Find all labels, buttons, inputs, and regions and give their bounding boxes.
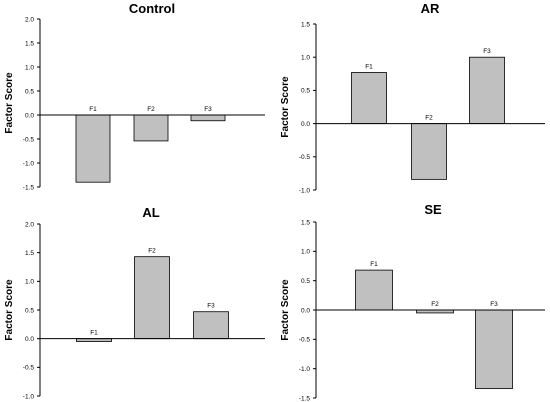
chart-4-y-tick-label: 0.0 xyxy=(301,307,310,314)
chart-1-bar xyxy=(190,114,226,122)
chart-4-bar xyxy=(355,269,393,311)
chart-4-y-tick-label: 0.5 xyxy=(301,278,310,285)
chart-2-y-axis-label: Factor Score xyxy=(280,76,291,138)
chart-3-y-tick-label: 0.5 xyxy=(25,307,34,314)
chart-2: AR Factor Score 1.5 1.0 0.5 0.0 -0.5 -1.0 F1 F2 F3 xyxy=(280,1,545,194)
chart-4-y-tick-label: 1.0 xyxy=(301,249,310,256)
chart-1-bar-label: F2 xyxy=(147,106,155,113)
chart-1: Control Factor Score 2.0 1.5 1.0 0.5 0.0 -0.5 -1… xyxy=(4,1,265,191)
chart-3-bar xyxy=(193,311,229,340)
chart-2-bar xyxy=(351,72,387,124)
chart-4-bar-label: F3 xyxy=(490,301,498,308)
chart-2-bar xyxy=(411,123,447,180)
chart-3-title: AL xyxy=(142,205,159,220)
chart-2-y-tick-label: 0.5 xyxy=(301,88,310,95)
chart-2-title: AR xyxy=(421,1,440,16)
chart-4-y-tick-label: -1.0 xyxy=(299,366,311,373)
chart-4-y-axis-label: Factor Score xyxy=(280,279,291,341)
chart-1-y-tick-label: 1.0 xyxy=(25,64,34,71)
chart-1-bar xyxy=(133,114,169,142)
chart-4-bar-label: F2 xyxy=(431,301,439,308)
chart-3: AL Factor Score 2.0 1.5 1.0 0.5 0.0 -0.5 -1.0 F1 F… xyxy=(4,205,265,400)
chart-1-bar-label: F3 xyxy=(204,106,212,113)
chart-3-y-tick-label: 1.0 xyxy=(25,279,34,286)
chart-2-y-tick-label: -1.0 xyxy=(299,187,311,194)
chart-3-bar xyxy=(134,256,170,340)
chart-3-bar-label: F3 xyxy=(207,303,215,310)
chart-1-y-tick-label: -1.5 xyxy=(23,184,35,191)
chart-4-bar xyxy=(475,309,513,390)
chart-1-y-tick-label: 1.5 xyxy=(25,40,34,47)
chart-2-bar xyxy=(469,56,505,125)
chart-3-bar-label: F2 xyxy=(148,248,156,255)
chart-1-y-tick-label: 2.0 xyxy=(25,16,34,23)
chart-3-y-tick-label: 1.5 xyxy=(25,250,34,257)
chart-3-y-tick-label: -1.0 xyxy=(23,393,35,400)
chart-1-title: Control xyxy=(129,1,175,16)
chart-3-y-tick-label: -0.5 xyxy=(23,365,35,372)
chart-1-y-tick-label: 0.0 xyxy=(25,112,34,119)
chart-1-y-tick-label: -0.5 xyxy=(23,136,35,143)
chart-4-y-tick-label: -1.5 xyxy=(299,395,311,402)
chart-3-bar-label: F1 xyxy=(90,330,98,337)
chart-3-y-tick-label: 0.0 xyxy=(25,336,34,343)
chart-1-bar-label: F1 xyxy=(89,106,97,113)
chart-2-y-tick-label: -0.5 xyxy=(299,154,311,161)
chart-1-bar xyxy=(75,114,111,183)
chart-2-bar-label: F2 xyxy=(425,115,433,122)
chart-2-y-tick-label: 1.0 xyxy=(301,55,310,62)
chart-1-y-tick-label: -1.0 xyxy=(23,160,35,167)
chart-1-y-tick-label: 0.5 xyxy=(25,88,34,95)
chart-2-bar-label: F1 xyxy=(365,63,373,70)
chart-4-bar-label: F1 xyxy=(370,261,378,268)
chart-4-y-tick-label: -0.5 xyxy=(299,337,311,344)
chart-4: SE Factor Score 1.5 1.0 0.5 0.0 -0.5 -1.0 -1.5 F1… xyxy=(280,202,545,402)
chart-4-title: SE xyxy=(424,202,442,217)
chart-2-y-tick-label: 0.0 xyxy=(301,121,310,128)
chart-3-y-tick-label: 2.0 xyxy=(25,221,34,228)
chart-3-y-axis-label: Factor Score xyxy=(4,279,15,341)
chart-2-bar-label: F3 xyxy=(483,48,491,55)
chart-2-y-tick-label: 1.5 xyxy=(301,21,310,28)
chart-1-y-axis-label: Factor Score xyxy=(4,72,15,134)
chart-4-y-tick-label: 1.5 xyxy=(301,219,310,226)
